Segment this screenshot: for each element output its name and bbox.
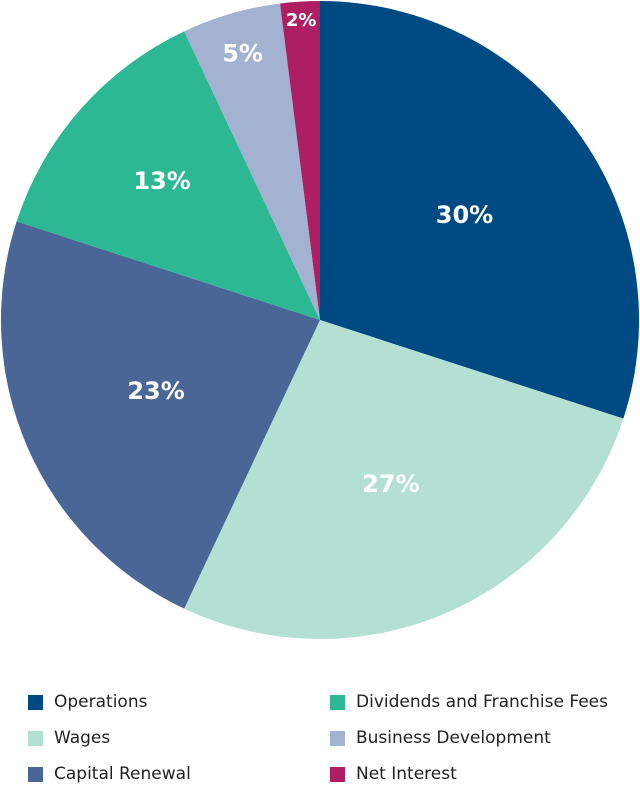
- legend-item-operations: Operations: [28, 690, 147, 714]
- pie-label-operations: 30%: [436, 201, 493, 229]
- legend-label-dividends-and-franchise-fees: Dividends and Franchise Fees: [356, 692, 608, 712]
- pie-slice-capital-renewal: [0, 221, 321, 609]
- legend-item-business-development: Business Development: [330, 726, 551, 750]
- pie-slice-net-interest: [280, 1, 320, 320]
- pie-slices: [0, 1, 640, 640]
- pie-label-wages: 27%: [362, 470, 419, 498]
- pie-slice-dividends-and-franchise-fees: [16, 31, 321, 321]
- pie-label-dividends-and-franchise-fees: 13%: [133, 167, 190, 195]
- legend-swatch-capital-renewal: [28, 766, 43, 782]
- pie-label-capital-renewal: 23%: [127, 377, 184, 405]
- pie-chart-svg: 30% 27% 23% 13% 5% 2%: [0, 1, 640, 640]
- pie-label-net-interest: 2%: [286, 10, 317, 31]
- pie-label-business-development: 5%: [222, 40, 263, 68]
- legend-label-wages: Wages: [54, 728, 111, 748]
- legend-label-net-interest: Net Interest: [356, 764, 457, 784]
- legend-swatch-business-development: [330, 730, 345, 746]
- pie-slice-operations: [320, 1, 640, 419]
- legend-label-capital-renewal: Capital Renewal: [54, 764, 191, 784]
- pie-data-labels: 30% 27% 23% 13% 5% 2%: [127, 10, 493, 498]
- legend-swatch-net-interest: [330, 766, 345, 782]
- legend-item-wages: Wages: [28, 726, 110, 750]
- legend-item-capital-renewal: Capital Renewal: [28, 762, 191, 786]
- legend-swatch-wages: [28, 730, 43, 746]
- legend-label-operations: Operations: [54, 692, 148, 712]
- legend-item-dividends-and-franchise-fees: Dividends and Franchise Fees: [330, 690, 608, 714]
- chart-legend: Operations Dividends and Franchise Fees …: [28, 690, 640, 786]
- pie-chart: 30% 27% 23% 13% 5% 2%: [0, 1, 640, 640]
- legend-swatch-dividends-and-franchise-fees: [330, 694, 345, 710]
- pie-slice-business-development: [184, 3, 320, 321]
- legend-label-business-development: Business Development: [356, 728, 551, 748]
- legend-item-net-interest: Net Interest: [330, 762, 457, 786]
- legend-swatch-operations: [28, 694, 43, 710]
- pie-slice-wages: [184, 320, 624, 640]
